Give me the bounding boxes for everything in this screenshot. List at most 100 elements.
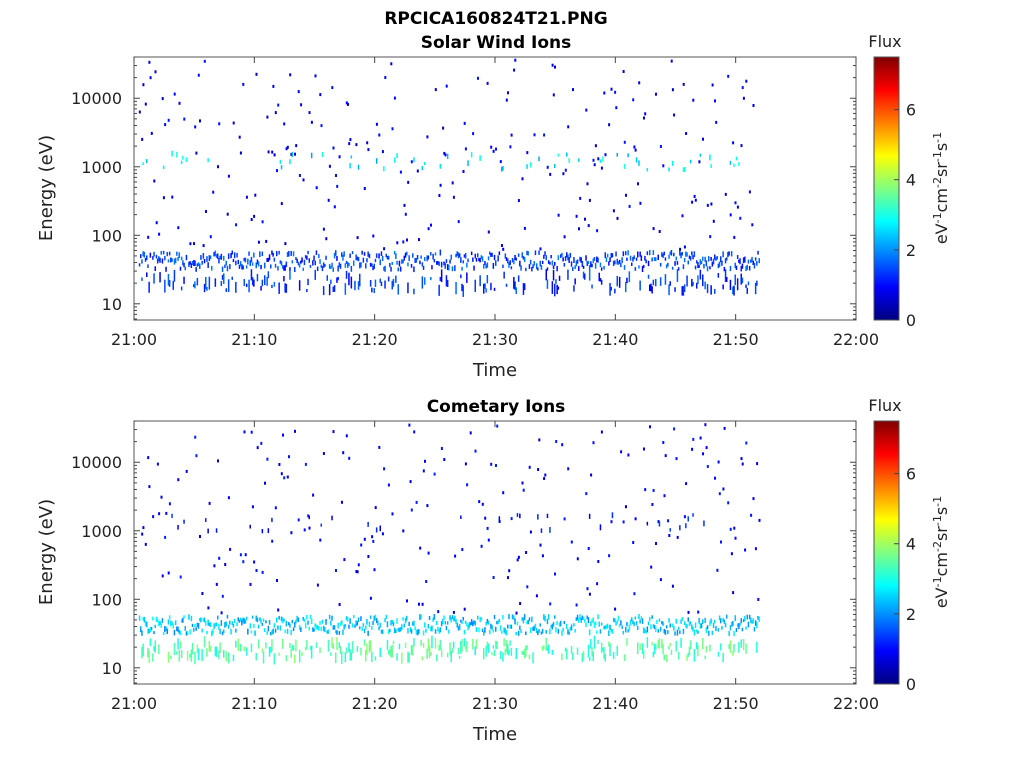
spectrogram-cell — [497, 255, 499, 262]
spectrogram-cell — [700, 623, 703, 629]
spectrogram-cell — [283, 122, 286, 126]
spectrogram-cell — [566, 252, 568, 258]
spectrogram-cell — [513, 277, 515, 289]
spectrogram-cell — [567, 125, 570, 129]
spectrogram-cell — [242, 82, 245, 86]
spectrogram-cell — [517, 275, 520, 282]
spectrogram-cell — [584, 217, 586, 221]
spectrogram-cell — [176, 651, 178, 655]
spectrogram-cell — [563, 263, 566, 267]
spectrogram-cell — [272, 84, 275, 88]
spectrogram-cell — [171, 258, 173, 262]
spectrogram-cell — [205, 277, 207, 290]
spectrogram-cell — [177, 638, 179, 650]
spectrogram-cell — [742, 96, 745, 100]
spectrogram-cell — [273, 257, 276, 262]
spectrogram-cell — [200, 255, 202, 260]
spectrogram-cell — [218, 258, 220, 264]
spectrogram-cell — [285, 147, 288, 151]
spectrogram-cell — [355, 254, 357, 261]
spectrogram-cell — [671, 623, 674, 628]
spectrogram-cell — [610, 520, 613, 524]
spectrogram-cell — [544, 473, 547, 477]
spectrogram-cell — [551, 650, 554, 655]
spectrogram-cell — [528, 465, 531, 469]
spectrogram-cell — [526, 620, 528, 625]
spectrogram-cell — [251, 277, 254, 286]
spectrogram-cell — [729, 625, 732, 631]
spectrogram-cell — [226, 265, 229, 272]
spectrogram-cell — [316, 583, 319, 587]
spectrogram-cell — [644, 112, 647, 116]
spectrogram-cell — [693, 194, 696, 198]
spectrogram-cell — [251, 262, 254, 266]
spectrogram-cell — [395, 275, 397, 283]
spectrogram-cell — [652, 227, 655, 231]
spectrogram-cell — [596, 256, 598, 263]
spectrogram-cell — [310, 645, 313, 659]
spectrogram-cell — [509, 640, 511, 646]
spectrogram-cell — [354, 280, 356, 291]
spectrogram-cell — [363, 628, 366, 634]
spectrogram-cell — [393, 627, 396, 634]
spectrogram-cell — [754, 282, 757, 295]
spectrogram-cell — [679, 250, 681, 256]
spectrogram-cell — [510, 517, 513, 521]
spectrogram-cell — [498, 516, 501, 521]
spectrogram-cell — [282, 433, 284, 437]
spectrogram-cell — [544, 615, 546, 622]
spectrogram-cell — [570, 624, 573, 631]
spectrogram-cell — [255, 569, 258, 572]
spectrogram-cell — [253, 252, 255, 258]
spectrogram-cell — [280, 261, 283, 266]
spectrogram-cell — [194, 125, 197, 129]
spectrogram-cell — [387, 629, 390, 634]
spectrogram-cell — [452, 616, 455, 622]
spectrogram-cell — [692, 255, 694, 260]
spectrogram-cell — [351, 641, 354, 654]
spectrogram-cell — [468, 622, 470, 629]
spectrogram-cell — [686, 275, 688, 287]
spectrogram-cell — [462, 617, 464, 621]
spectrogram-cell — [452, 641, 455, 649]
spectrogram-cell — [588, 629, 591, 636]
spectrogram-cell — [689, 640, 692, 650]
spectrogram-cell — [144, 620, 147, 627]
spectrogram-cell — [528, 654, 531, 660]
spectrogram-cell — [650, 565, 653, 569]
spectrogram-cell — [464, 253, 467, 259]
spectrogram-cell — [632, 620, 634, 625]
spectrogram-cell — [156, 462, 159, 466]
spectrogram-cell — [278, 250, 280, 255]
spectrogram-cell — [420, 639, 422, 646]
spectrogram-cell — [633, 255, 635, 260]
spectrogram-cell — [545, 630, 547, 634]
spectrogram-cell — [343, 624, 345, 630]
spectrogram-cell — [526, 151, 529, 155]
spectrogram-cell — [224, 264, 226, 268]
spectrogram-cell — [665, 625, 668, 629]
spectrogram-cell — [526, 585, 529, 589]
spectrogram-cell — [658, 618, 661, 622]
spectrogram-cell — [469, 431, 472, 435]
spectrogram-cell — [517, 199, 520, 202]
spectrogram-cell — [209, 645, 212, 652]
spectrogram-cell — [380, 629, 383, 634]
spectrogram-cell — [572, 267, 574, 271]
spectrogram-cell — [461, 266, 463, 271]
spectrogram-cell — [652, 624, 655, 628]
spectrogram-cell — [273, 282, 276, 287]
spectrogram-cell — [732, 591, 735, 595]
spectrogram-cell — [580, 617, 582, 623]
spectrogram-cell — [179, 575, 182, 579]
spectrogram-cell — [578, 227, 580, 231]
spectrogram-cell — [486, 275, 489, 284]
spectrogram-cell — [355, 143, 358, 147]
spectrogram-cell — [349, 253, 351, 258]
spectrogram-cell — [475, 257, 478, 262]
spectrogram-cell — [639, 619, 641, 624]
spectrogram-cell — [356, 570, 359, 574]
spectrogram-cell — [572, 652, 574, 660]
spectrogram-cell — [507, 258, 509, 264]
spectrogram-cell — [261, 279, 264, 287]
